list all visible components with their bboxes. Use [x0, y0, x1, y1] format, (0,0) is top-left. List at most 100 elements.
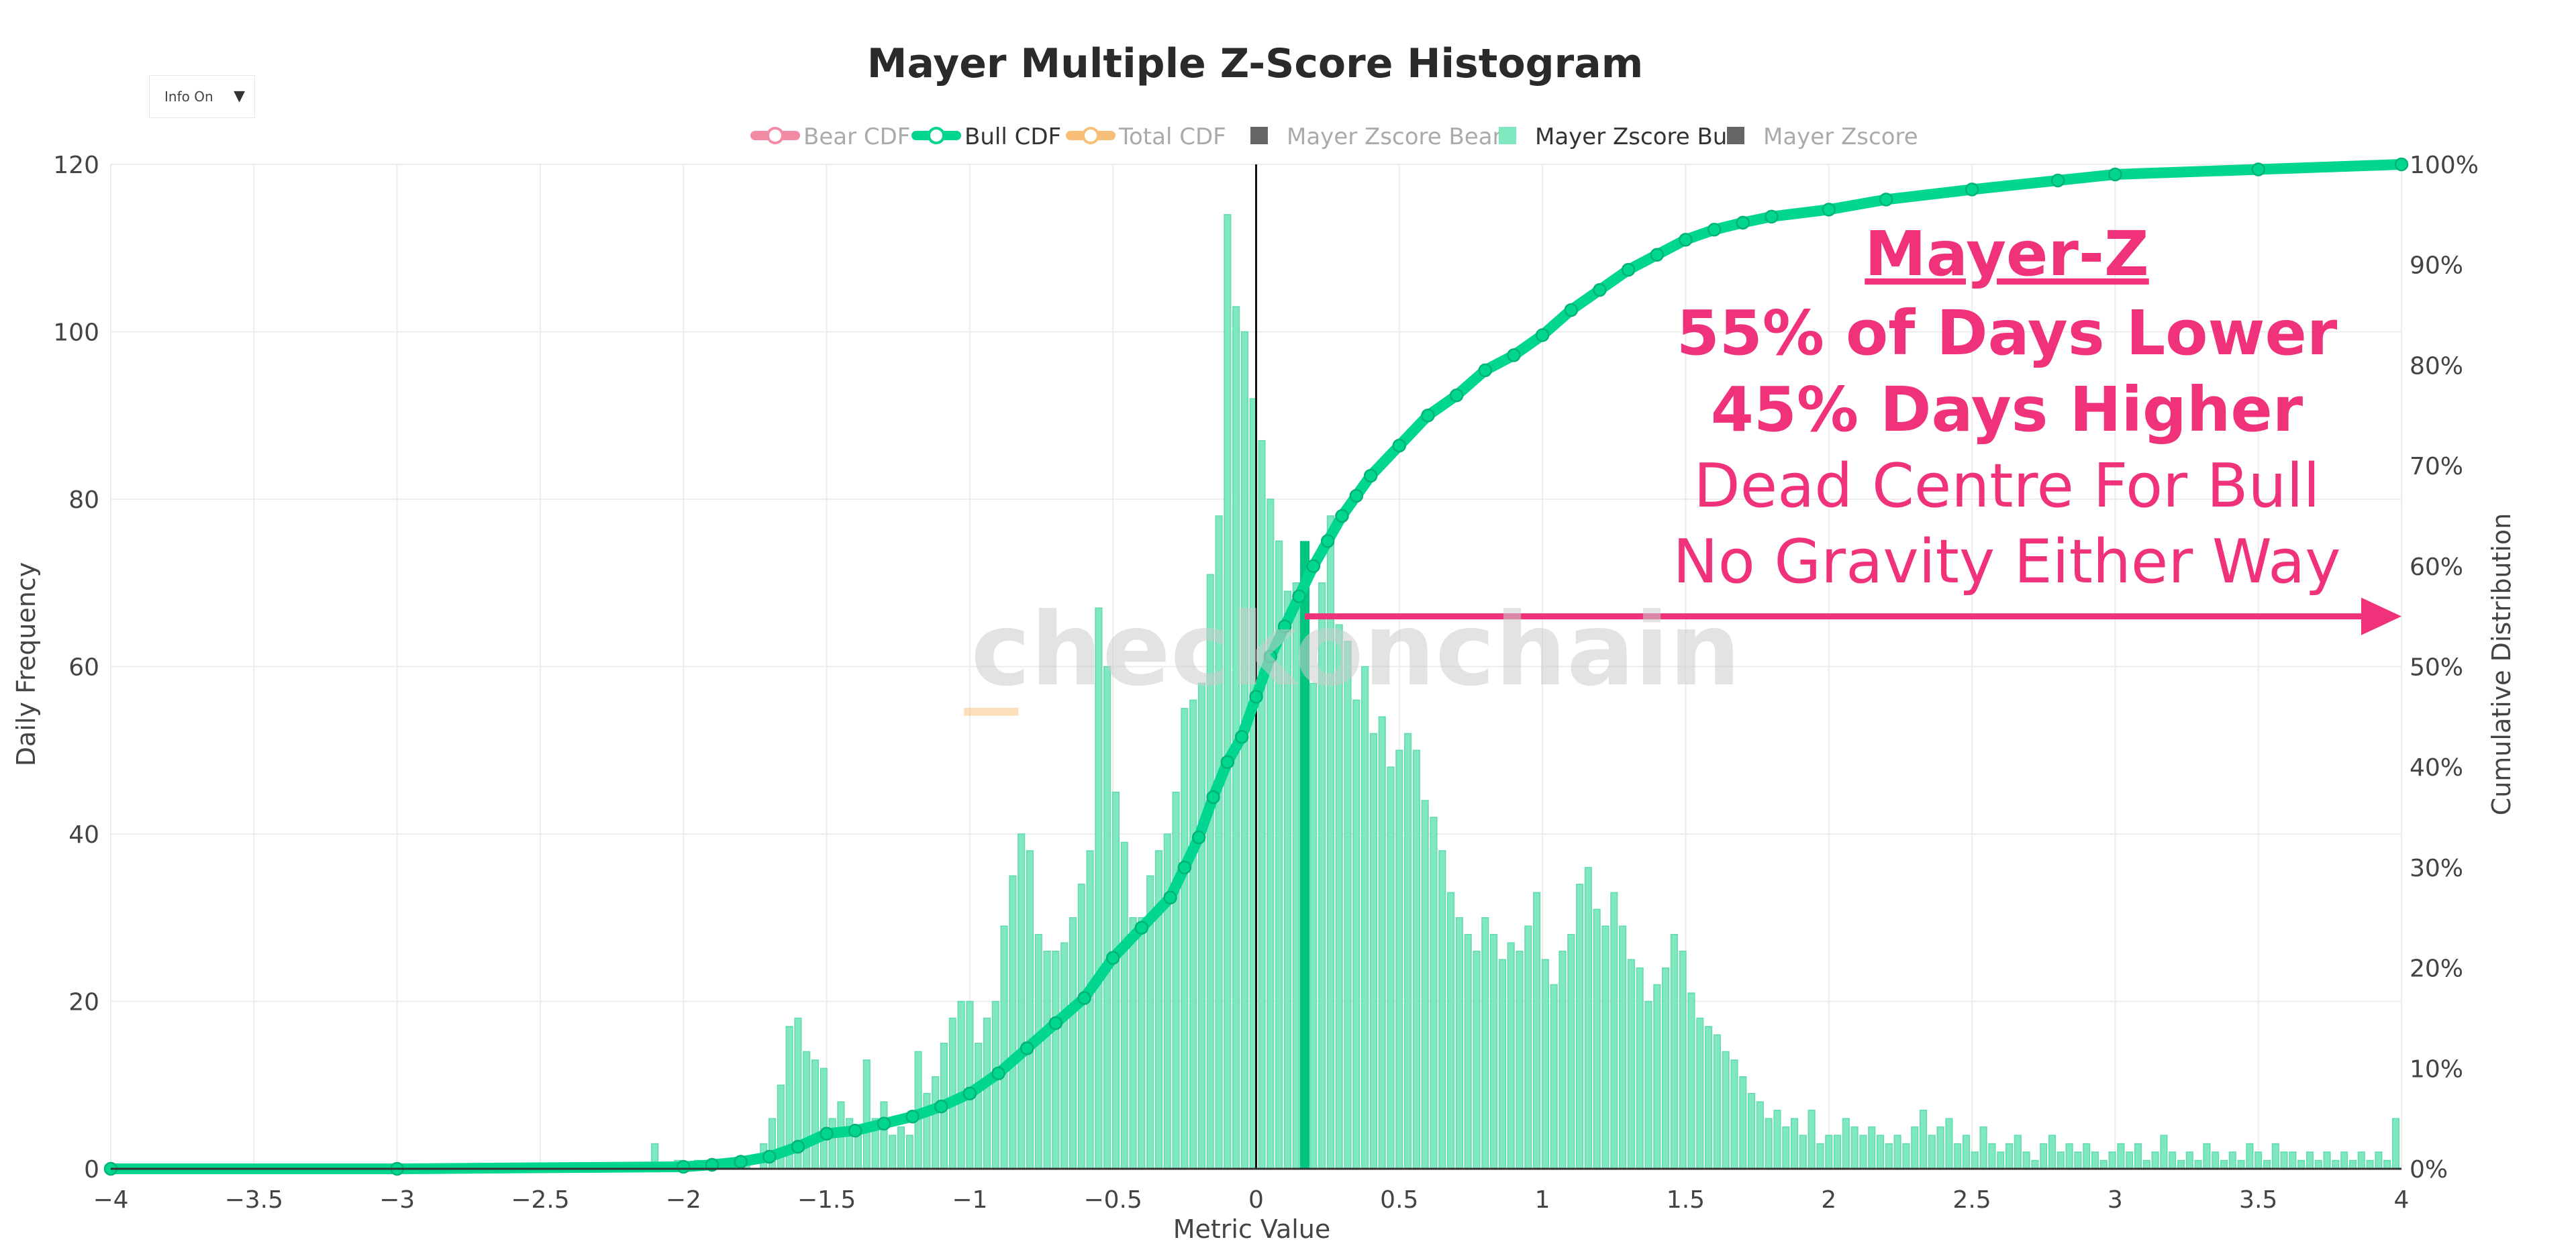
histogram-bar	[1945, 1118, 1953, 1169]
histogram-bar	[2383, 1159, 2391, 1169]
histogram-bar	[1060, 942, 1069, 1169]
histogram-bar	[1954, 1143, 1962, 1169]
histogram-bar	[1129, 917, 1137, 1169]
histogram-bar	[1791, 1118, 1799, 1169]
info-toggle-label: Info On	[164, 89, 213, 105]
histogram-bar	[2126, 1151, 2134, 1169]
histogram-bar	[2306, 1151, 2314, 1169]
histogram-bar	[1636, 967, 1644, 1169]
histogram-bar	[1619, 925, 1627, 1169]
histogram-bar	[1052, 950, 1060, 1169]
histogram-bar	[1713, 1034, 1721, 1169]
x-tick-label: 2.5	[1952, 1186, 1991, 1214]
histogram-bar	[889, 1135, 897, 1169]
histogram-bar	[1799, 1135, 1807, 1169]
histogram-bar	[2255, 1151, 2263, 1169]
histogram-bar	[1850, 1126, 1859, 1169]
info-toggle-dropdown[interactable]: Info On ▼	[149, 75, 255, 118]
histogram-bar	[2280, 1151, 2288, 1169]
bull-cdf-point	[791, 1139, 805, 1154]
histogram-bar	[2134, 1143, 2142, 1169]
histogram-bar	[1473, 950, 1481, 1169]
histogram-bar	[1189, 699, 1197, 1169]
legend-marker	[928, 127, 945, 144]
bull-cdf-point	[1306, 559, 1321, 574]
histogram-bar	[1593, 908, 1601, 1169]
legend-square-swatch	[1250, 127, 1268, 144]
bull-cdf-point	[1320, 534, 1335, 548]
histogram-bar	[2142, 1159, 2150, 1169]
chart-overlays	[103, 157, 2409, 1176]
x-tick-label: −3.5	[225, 1186, 283, 1214]
histogram-bar	[1558, 950, 1567, 1169]
histogram-bar	[2246, 1143, 2254, 1169]
bull-cdf-point	[1564, 303, 1579, 317]
histogram-bar	[1043, 950, 1051, 1169]
bull-cdf-point	[991, 1066, 1005, 1081]
histogram-bar	[1524, 925, 1532, 1169]
histogram-bar	[1069, 917, 1077, 1169]
histogram-bar	[1997, 1151, 2005, 1169]
histogram-bar	[1902, 1143, 1910, 1169]
histogram-bar	[1962, 1135, 1971, 1169]
y-tick-label: 80	[68, 486, 99, 514]
histogram-bar	[2220, 1159, 2228, 1169]
x-tick-label: −0.5	[1083, 1186, 1142, 1214]
histogram-bar	[1773, 1109, 1781, 1169]
histogram-bar	[1825, 1135, 1833, 1169]
histogram-bar	[1172, 791, 1180, 1169]
histogram-bar	[1584, 867, 1592, 1169]
bull-cdf-point	[2251, 162, 2265, 176]
histogram-bar	[1412, 749, 1420, 1169]
histogram-bar	[1919, 1109, 1928, 1169]
histogram-bar	[2065, 1143, 2073, 1169]
histogram-bar	[1018, 833, 1026, 1169]
histogram-bar	[1988, 1143, 1996, 1169]
bull-cdf-point	[1134, 921, 1149, 935]
histogram-bar	[1807, 1109, 1816, 1169]
axes: −4 −3.5 −3 −2.5 −2 −1.5 −1 −0.5 0 0.5 1 1.5 2 2.5 3 3.5…	[53, 152, 2479, 1214]
histogram-bar	[1498, 959, 1506, 1169]
histogram-bar	[948, 1017, 956, 1169]
x-tick-label: 0	[1248, 1186, 1264, 1214]
histogram-bar	[1026, 850, 1034, 1169]
legend-label: Bear CDF	[803, 123, 910, 150]
bull-cdf-point	[1679, 233, 1693, 247]
bull-cdf-point	[1077, 991, 1091, 1005]
histogram-bar	[2185, 1151, 2193, 1169]
x-axis-label: Metric Value	[1173, 1214, 1331, 1244]
histogram-bar	[1662, 967, 1670, 1169]
histogram-bar	[1352, 699, 1360, 1169]
x-tick-label: −1.5	[797, 1186, 856, 1214]
histogram-bar	[932, 1076, 940, 1169]
bull-cdf-point	[1765, 209, 1779, 224]
legend-label: Mayer Zscore Bear	[1287, 123, 1502, 150]
bull-cdf-point	[1349, 488, 1364, 503]
histogram-bar	[862, 1059, 871, 1169]
histogram-bar	[1971, 1151, 1979, 1169]
histogram-bar	[1240, 331, 1248, 1169]
histogram-bar	[1421, 800, 1429, 1169]
bull-cdf-point	[1220, 755, 1235, 769]
x-tick-label: 3.5	[2239, 1186, 2277, 1214]
bull-cdf-point	[762, 1149, 777, 1164]
bull-cdf-point	[1392, 438, 1407, 453]
bull-cdf-point	[877, 1116, 891, 1131]
current-value-marker	[1300, 541, 1310, 1169]
bull-cdf-point	[1249, 690, 1263, 704]
histogram-bar	[1086, 850, 1094, 1169]
histogram-bar	[803, 1051, 811, 1169]
y-tick-label: 120	[53, 152, 99, 179]
annotation-line-3: Dead Centre For Bull	[1693, 451, 2320, 521]
y-tick-label: 0	[84, 1156, 99, 1184]
histogram-bar	[2357, 1151, 2365, 1169]
histogram-bar	[2040, 1143, 2048, 1169]
histogram-bar	[2375, 1151, 2383, 1169]
y2-tick-label: 10%	[2410, 1055, 2463, 1083]
x-tick-label: −1	[952, 1186, 987, 1214]
histogram-bar	[1430, 817, 1438, 1169]
histogram-bar	[2074, 1151, 2082, 1169]
annotation-heading: Mayer-Z	[1865, 218, 2148, 290]
bull-cdf-point	[1048, 1016, 1063, 1031]
y2-tick-label: 100%	[2410, 152, 2479, 179]
